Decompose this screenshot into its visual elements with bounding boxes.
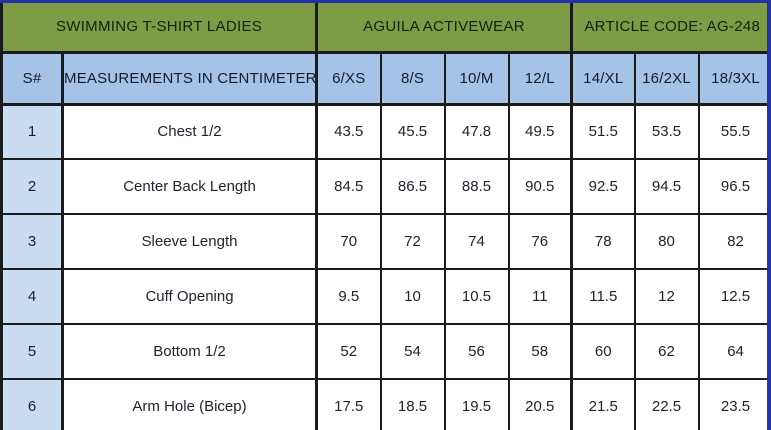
serial-cell: 1 [0, 103, 64, 160]
value-cell: 76 [507, 213, 574, 270]
size-header-cell: 8/S [379, 51, 446, 106]
measurement-label-cell: Cuff Opening [61, 268, 319, 325]
measurement-header-cell: MEASUREMENTS IN CENTIMETERS [61, 51, 319, 106]
size-header-cell: 6/XS [315, 51, 382, 106]
measurement-label-cell: Chest 1/2 [61, 103, 319, 160]
value-cell: 94.5 [633, 158, 700, 215]
value-cell: 47.8 [443, 103, 510, 160]
product-title-cell: SWIMMING T-SHIRT LADIES [0, 3, 319, 54]
value-cell: 9.5 [315, 268, 382, 325]
value-cell: 84.5 [315, 158, 382, 215]
value-cell: 49.5 [507, 103, 574, 160]
value-cell: 18.5 [379, 378, 446, 430]
table-row: 2 Center Back Length 84.5 86.5 88.5 90.5… [0, 158, 771, 215]
value-cell: 70 [315, 213, 382, 270]
value-cell: 74 [443, 213, 510, 270]
serial-header-cell: S# [0, 51, 64, 106]
value-cell: 96.5 [697, 158, 771, 215]
value-cell: 64 [697, 323, 771, 380]
table-row: 5 Bottom 1/2 52 54 56 58 60 62 64 [0, 323, 771, 380]
value-cell: 90.5 [507, 158, 574, 215]
value-cell: 56 [443, 323, 510, 380]
value-cell: 92.5 [570, 158, 636, 215]
value-cell: 11.5 [570, 268, 636, 325]
serial-cell: 4 [0, 268, 64, 325]
value-cell: 12 [633, 268, 700, 325]
serial-cell: 6 [0, 378, 64, 430]
size-header-cell: 16/2XL [633, 51, 700, 106]
size-header-cell: 12/L [507, 51, 574, 106]
size-header-cell: 10/M [443, 51, 510, 106]
value-cell: 62 [633, 323, 700, 380]
serial-cell: 3 [0, 213, 64, 270]
value-cell: 82 [697, 213, 771, 270]
value-cell: 21.5 [570, 378, 636, 430]
value-cell: 23.5 [697, 378, 771, 430]
value-cell: 53.5 [633, 103, 700, 160]
measurement-label-cell: Center Back Length [61, 158, 319, 215]
size-chart-table: SWIMMING T-SHIRT LADIES AGUILA ACTIVEWEA… [0, 3, 771, 430]
value-cell: 51.5 [570, 103, 636, 160]
value-cell: 10.5 [443, 268, 510, 325]
table-row: 1 Chest 1/2 43.5 45.5 47.8 49.5 51.5 53.… [0, 103, 771, 160]
value-cell: 22.5 [633, 378, 700, 430]
value-cell: 72 [379, 213, 446, 270]
measurement-label-cell: Bottom 1/2 [61, 323, 319, 380]
value-cell: 11 [507, 268, 574, 325]
value-cell: 19.5 [443, 378, 510, 430]
measurement-label-cell: Sleeve Length [61, 213, 319, 270]
brand-title-cell: AGUILA ACTIVEWEAR [315, 3, 574, 54]
measurement-label-cell: Arm Hole (Bicep) [61, 378, 319, 430]
value-cell: 88.5 [443, 158, 510, 215]
value-cell: 60 [570, 323, 636, 380]
value-cell: 43.5 [315, 103, 382, 160]
value-cell: 78 [570, 213, 636, 270]
serial-cell: 5 [0, 323, 64, 380]
page-break-line-top [0, 0, 771, 3]
value-cell: 17.5 [315, 378, 382, 430]
table-row: 3 Sleeve Length 70 72 74 76 78 80 82 [0, 213, 771, 270]
serial-cell: 2 [0, 158, 64, 215]
value-cell: 10 [379, 268, 446, 325]
value-cell: 52 [315, 323, 382, 380]
value-cell: 58 [507, 323, 574, 380]
value-cell: 20.5 [507, 378, 574, 430]
column-header-row: S# MEASUREMENTS IN CENTIMETERS 6/XS 8/S … [0, 51, 771, 106]
table-row: 6 Arm Hole (Bicep) 17.5 18.5 19.5 20.5 2… [0, 378, 771, 430]
table-row: 4 Cuff Opening 9.5 10 10.5 11 11.5 12 12… [0, 268, 771, 325]
value-cell: 55.5 [697, 103, 771, 160]
value-cell: 12.5 [697, 268, 771, 325]
value-cell: 86.5 [379, 158, 446, 215]
title-row: SWIMMING T-SHIRT LADIES AGUILA ACTIVEWEA… [0, 3, 771, 54]
size-header-cell: 14/XL [570, 51, 636, 106]
size-header-cell: 18/3XL [697, 51, 771, 106]
page-break-line-right [767, 0, 771, 430]
value-cell: 45.5 [379, 103, 446, 160]
article-code-cell: ARTICLE CODE: AG-248 [570, 3, 771, 54]
value-cell: 54 [379, 323, 446, 380]
value-cell: 80 [633, 213, 700, 270]
